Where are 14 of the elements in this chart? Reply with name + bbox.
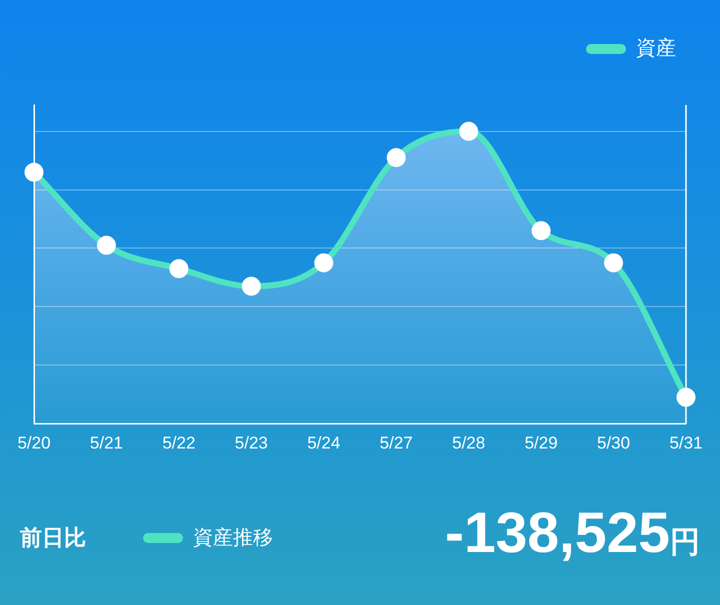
x-tick-label: 5/20: [17, 433, 51, 452]
x-tick-label: 5/27: [380, 433, 413, 452]
legend-label: 資産: [636, 38, 676, 60]
text: 前日比: [20, 524, 86, 552]
x-tick-label: 5/28: [452, 433, 486, 452]
x-tick-label: 5/31: [669, 433, 703, 452]
text: -138,525円: [444, 501, 700, 565]
text: 資産推移: [193, 526, 273, 551]
x-tick-label: 5/22: [162, 433, 196, 452]
x-tick-label: 5/24: [307, 433, 340, 452]
x-tick-label: 5/30: [597, 433, 630, 452]
x-tick-label: 5/29: [524, 433, 558, 452]
x-tick-label: 5/23: [234, 433, 268, 452]
x-tick-label: 5/21: [90, 433, 123, 452]
